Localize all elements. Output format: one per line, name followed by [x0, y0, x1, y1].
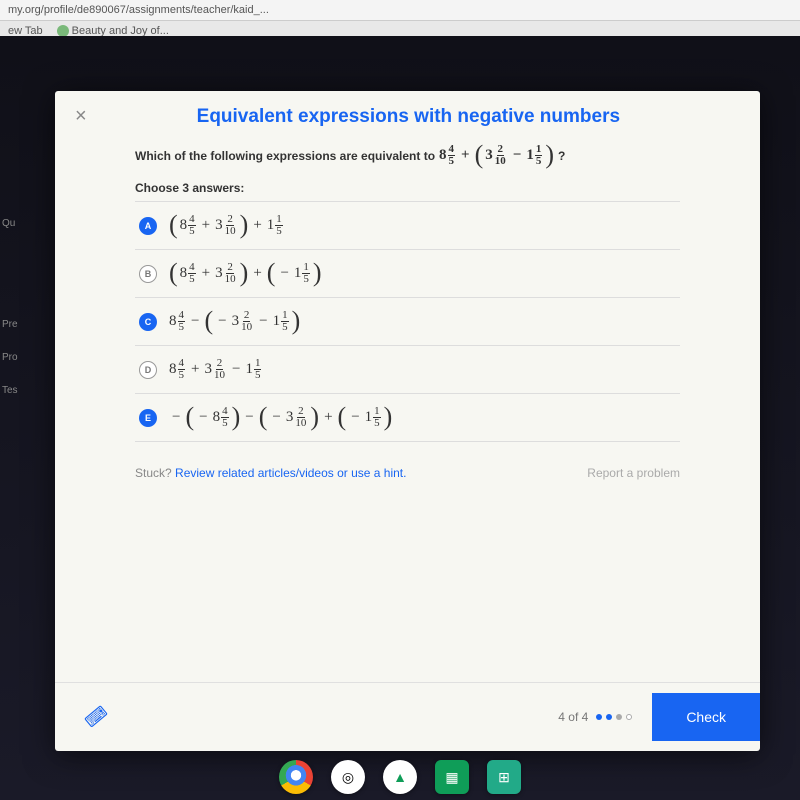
question-text: Which of the following expressions are e… [135, 144, 680, 167]
hint-link[interactable]: Review related articles/videos or use a … [175, 466, 406, 480]
choice-E[interactable]: E −(−845)−(−3210)+(−115) [135, 393, 680, 442]
choice-D[interactable]: D 845+3210−115 [135, 345, 680, 393]
progress: 4 of 4 [558, 710, 632, 724]
choice-expression: (845+3210)+115 [169, 214, 284, 237]
target-expression: 845 + ( 3210 − 115 ) [439, 144, 554, 167]
choice-C[interactable]: C 845−(−3210−115) [135, 297, 680, 345]
report-problem[interactable]: Report a problem [587, 466, 680, 480]
instruction: Choose 3 answers: [135, 181, 680, 195]
choice-expression: (845+3210)+(−115) [169, 262, 322, 285]
check-button[interactable]: Check [652, 693, 760, 741]
choice-badge[interactable]: A [139, 217, 157, 235]
app-icon[interactable]: ◎ [331, 760, 365, 794]
modal-footer: ⌨ 4 of 4 Check [55, 682, 760, 751]
drive-icon[interactable]: ▲ [383, 760, 417, 794]
choice-expression: −(−845)−(−3210)+(−115) [169, 406, 392, 429]
choice-badge[interactable]: B [139, 265, 157, 283]
exercise-title: Equivalent expressions with negative num… [93, 106, 744, 128]
exercise-modal: × Equivalent expressions with negative n… [55, 91, 760, 751]
desktop: Qu Pre Pro Tes × Equivalent expressions … [0, 36, 800, 800]
choice-badge[interactable]: D [139, 361, 157, 379]
choice-expression: 845+3210−115 [169, 358, 262, 381]
url-bar[interactable]: my.org/profile/de890067/assignments/teac… [0, 0, 800, 21]
stuck-row: Stuck? Review related articles/videos or… [135, 466, 680, 480]
chrome-icon[interactable] [279, 760, 313, 794]
choice-B[interactable]: B (845+3210)+(−115) [135, 249, 680, 297]
app-icon-2[interactable]: ⊞ [487, 760, 521, 794]
close-icon[interactable]: × [69, 101, 93, 132]
choice-badge[interactable]: E [139, 409, 157, 427]
sidebar-peek: Qu Pre Pro Tes [0, 196, 20, 418]
progress-dots [596, 714, 632, 720]
choice-A[interactable]: A (845+3210)+115 [135, 201, 680, 249]
choice-expression: 845−(−3210−115) [169, 310, 300, 333]
choice-badge[interactable]: C [139, 313, 157, 331]
sheets-icon[interactable]: ▦ [435, 760, 469, 794]
os-dock: ◎ ▲ ▦ ⊞ [279, 760, 521, 794]
exercise-content: Which of the following expressions are e… [55, 134, 760, 682]
keyboard-icon[interactable]: ⌨ [81, 702, 112, 732]
